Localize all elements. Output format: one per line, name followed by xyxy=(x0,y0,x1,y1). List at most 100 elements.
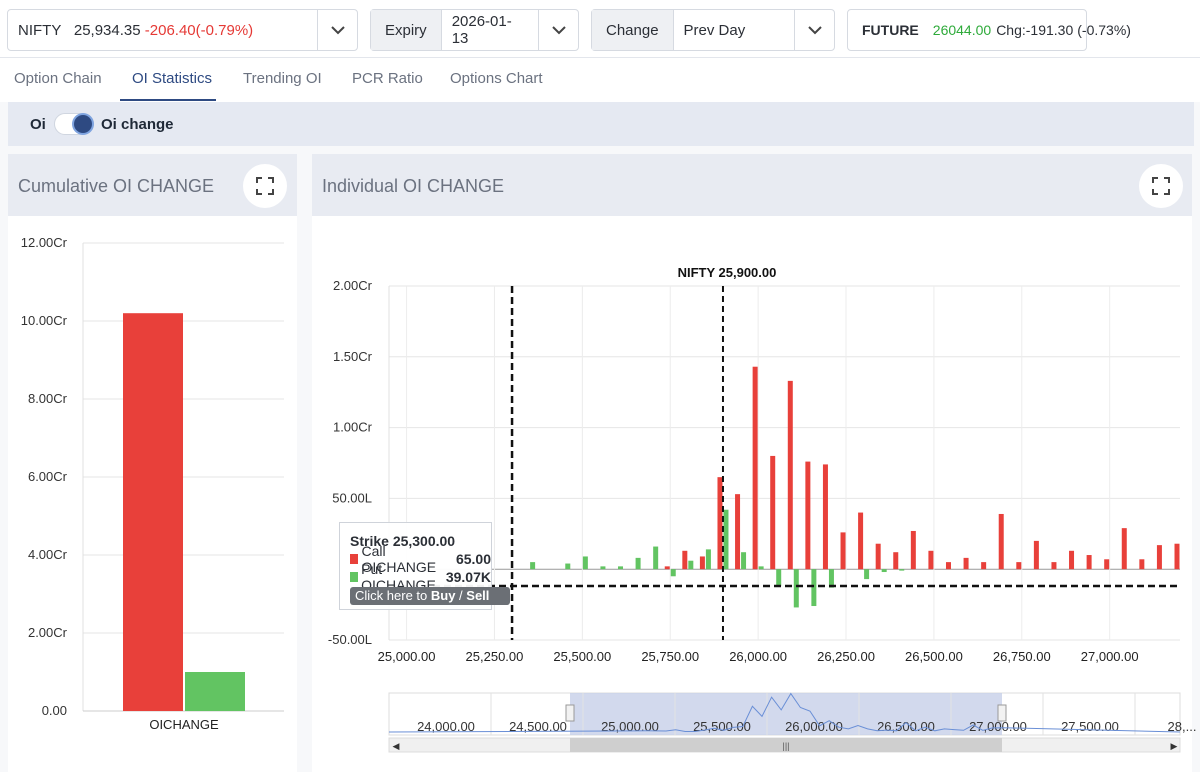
symbol-select[interactable]: NIFTY 25,934.35 -206.40(-0.79%) xyxy=(7,9,358,51)
put-bar xyxy=(670,569,676,577)
toggle-label-oi-change: Oi change xyxy=(101,116,174,133)
put-bar xyxy=(811,569,817,607)
put-bar xyxy=(741,552,747,570)
chevron-down-icon[interactable] xyxy=(317,10,357,50)
call-bar xyxy=(822,464,828,570)
future-info: FUTURE 26044.00 Chg:-191.30 (-0.73%) xyxy=(847,9,1131,51)
expiry-select[interactable]: Expiry 2026-01-13 xyxy=(370,9,579,51)
spot-label: NIFTY 25,900.00 xyxy=(678,265,777,280)
put-bar xyxy=(705,549,711,570)
call-bar xyxy=(682,550,688,570)
fullscreen-icon[interactable] xyxy=(1139,164,1183,208)
toggle-label-oi: Oi xyxy=(30,116,46,133)
call-bar xyxy=(1139,559,1145,570)
buy-sell-sep: / xyxy=(455,588,467,603)
call-bar xyxy=(875,543,881,570)
arrow-left-icon: ◀ xyxy=(393,741,400,751)
individual-oi-chart: -50.00L 50.00L 1.00Cr 1.50Cr 2.00Cr 25,000.00… xyxy=(328,265,1180,664)
put-bar xyxy=(600,566,606,570)
put-bar xyxy=(688,560,694,570)
symbol-display: NIFTY 25,934.35 -206.40(-0.79%) xyxy=(8,22,317,39)
call-bar xyxy=(664,566,670,570)
x-tick-label: 25,000.00 xyxy=(378,649,436,664)
change-select[interactable]: Change Prev Day xyxy=(591,9,835,51)
x-tick-label: 26,750.00 xyxy=(993,649,1051,664)
chevron-down-icon[interactable] xyxy=(794,10,834,50)
future-pct: (-0.73%) xyxy=(1077,22,1131,38)
put-bar xyxy=(565,563,571,570)
x-tick-label: 25,750.00 xyxy=(641,649,699,664)
tab-pcr-ratio[interactable]: PCR Ratio xyxy=(352,70,423,87)
tooltip-call-label: Call OICHANGE xyxy=(361,543,437,575)
y-tick-label: 6.00Cr xyxy=(28,469,68,484)
x-tick-label: 26,500.00 xyxy=(905,649,963,664)
call-bar xyxy=(1174,543,1180,570)
call-bar xyxy=(805,461,811,570)
x-tick-label: 27,000.00 xyxy=(1081,649,1139,664)
y-tick-label: 1.00Cr xyxy=(333,420,373,435)
call-bar xyxy=(787,380,793,570)
call-bar xyxy=(717,477,723,570)
toggle-knob xyxy=(74,115,92,133)
chart-tooltip: Strike 25,300.00 Call OICHANGE 65.00 Put… xyxy=(339,522,510,610)
put-bar xyxy=(635,557,641,570)
call-bar xyxy=(928,550,934,570)
tab-options-chart[interactable]: Options Chart xyxy=(450,70,543,87)
x-tick-label: 26,250.00 xyxy=(817,649,875,664)
panel-header: Individual OI CHANGE xyxy=(312,154,1192,216)
tooltip-call-value: 65.00 xyxy=(455,551,491,567)
put-bar xyxy=(530,562,536,570)
nav-tick-label: 28,... xyxy=(1168,719,1197,734)
scrollbar-thumb[interactable] xyxy=(570,738,1002,752)
change-label: Change xyxy=(592,10,674,50)
y-tick-label: 2.00Cr xyxy=(28,625,68,640)
tab-bar: Option Chain OI Statistics Trending OI P… xyxy=(0,58,1200,102)
call-bar xyxy=(981,562,987,570)
put-bar xyxy=(864,569,870,580)
tab-option-chain[interactable]: Option Chain xyxy=(14,70,102,87)
call-bar xyxy=(735,494,741,570)
fullscreen-icon[interactable] xyxy=(243,164,287,208)
y-tick-label: 4.00Cr xyxy=(28,547,68,562)
y-tick-label: 8.00Cr xyxy=(28,391,68,406)
call-bar xyxy=(858,512,864,570)
buy-sell-button[interactable]: Click here to Buy / Sell xyxy=(350,587,510,605)
oi-mode-toggle[interactable] xyxy=(54,113,94,135)
change-value: Prev Day xyxy=(683,21,746,39)
symbol-change: -206.40(-0.79%) xyxy=(144,21,254,39)
navigator-handle[interactable] xyxy=(565,704,575,722)
panel-header: Cumulative OI CHANGE xyxy=(8,154,297,216)
tab-oi-statistics[interactable]: OI Statistics xyxy=(132,70,213,87)
nav-tick-label: 24,500.00 xyxy=(509,719,567,734)
navigator-handle[interactable] xyxy=(997,704,1007,722)
call-bar xyxy=(1121,528,1127,570)
cumulative-oi-chart: 0.00 2.00Cr 4.00Cr 6.00Cr 8.00Cr 10.00Cr 12.00… xyxy=(21,235,284,732)
y-tick-label: 10.00Cr xyxy=(21,313,68,328)
navigator-selection xyxy=(570,693,1002,735)
future-change: Chg:-191.30 xyxy=(996,22,1074,38)
nav-tick-label: 26,500.00 xyxy=(877,719,935,734)
oi-toggle-bar: Oi Oi change xyxy=(8,102,1194,146)
put-bar xyxy=(618,566,624,570)
range-navigator[interactable]: 24,000.00 24,500.00 25,000.00 25,500.00 26,0… xyxy=(388,692,1200,753)
expiry-label: Expiry xyxy=(371,10,442,50)
put-bar xyxy=(899,569,905,571)
expiry-value: 2026-01-13 xyxy=(451,13,512,47)
call-bar xyxy=(963,557,969,570)
y-tick-label: 12.00Cr xyxy=(21,235,68,250)
call-bar xyxy=(1104,559,1110,570)
chevron-down-icon[interactable] xyxy=(538,10,578,50)
call-bar xyxy=(945,562,951,570)
individual-oi-panel: Individual OI CHANGE xyxy=(312,154,1192,772)
sell-link[interactable]: Sell xyxy=(466,588,490,603)
tab-trending-oi[interactable]: Trending OI xyxy=(243,70,322,87)
panel-title: Individual OI CHANGE xyxy=(322,176,505,196)
put-bar xyxy=(582,556,588,570)
put-bar xyxy=(653,546,659,570)
future-label: FUTURE xyxy=(862,22,919,38)
buy-link[interactable]: Buy xyxy=(430,588,456,603)
call-bar xyxy=(998,513,1004,570)
buy-sell-prefix: Click here to xyxy=(355,588,431,603)
put-bar xyxy=(828,569,834,588)
